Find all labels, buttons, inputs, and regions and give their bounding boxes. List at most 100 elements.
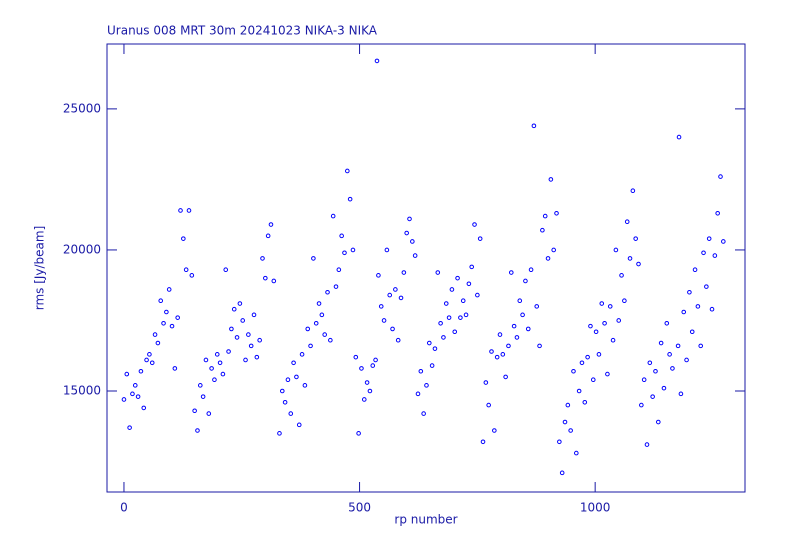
point <box>554 210 559 216</box>
point <box>373 357 378 363</box>
point <box>466 281 472 287</box>
point <box>378 304 384 309</box>
point <box>288 411 294 416</box>
point <box>353 354 359 360</box>
point <box>676 134 682 140</box>
point <box>689 329 695 335</box>
point <box>520 312 525 318</box>
point <box>610 337 616 343</box>
point <box>624 219 630 225</box>
point <box>313 320 319 326</box>
point <box>486 402 491 408</box>
point <box>483 380 489 385</box>
point <box>418 368 424 374</box>
point <box>446 315 452 320</box>
point <box>328 337 333 343</box>
y-tick-label: 25000 <box>63 101 101 115</box>
point <box>681 309 687 315</box>
point <box>551 247 556 253</box>
point <box>390 326 395 332</box>
point <box>571 368 576 374</box>
point <box>166 287 172 292</box>
point <box>195 428 200 433</box>
point <box>158 298 164 304</box>
point <box>164 309 169 315</box>
point <box>540 227 545 233</box>
point <box>223 267 229 272</box>
point <box>664 320 670 326</box>
point <box>265 233 271 239</box>
point <box>285 377 291 383</box>
point <box>246 332 251 337</box>
point <box>376 273 381 278</box>
plot-frame <box>106 43 746 493</box>
point <box>596 352 602 357</box>
point <box>706 236 712 241</box>
point <box>718 174 723 179</box>
x-tick-label: 0 <box>120 501 128 515</box>
point <box>130 391 135 397</box>
point <box>155 340 161 346</box>
point <box>492 428 497 433</box>
point <box>514 335 520 340</box>
point <box>432 346 438 351</box>
point <box>641 377 647 383</box>
point <box>639 402 644 408</box>
point <box>350 247 356 253</box>
point <box>214 352 220 357</box>
point <box>667 352 672 357</box>
point <box>359 366 364 371</box>
point <box>590 377 596 383</box>
point <box>579 360 585 366</box>
point <box>147 352 152 357</box>
point <box>189 273 195 278</box>
point <box>127 425 132 430</box>
point <box>695 304 701 309</box>
point <box>141 405 147 411</box>
point <box>497 332 503 337</box>
point <box>401 270 407 275</box>
point <box>557 439 562 445</box>
point <box>271 278 277 284</box>
point <box>404 230 409 236</box>
point <box>585 354 590 360</box>
point <box>449 287 455 292</box>
point <box>709 306 715 312</box>
point <box>715 210 720 216</box>
point <box>356 431 361 436</box>
point <box>480 439 486 445</box>
point <box>282 399 288 405</box>
point <box>254 354 260 360</box>
point <box>135 394 141 399</box>
point <box>124 371 130 377</box>
point <box>395 337 401 343</box>
point <box>593 329 599 335</box>
point <box>475 292 480 298</box>
point <box>701 250 706 256</box>
point <box>248 343 254 349</box>
point <box>370 363 376 368</box>
point <box>503 374 508 380</box>
point <box>500 352 506 357</box>
point <box>277 431 282 436</box>
point <box>398 295 404 301</box>
point <box>308 343 313 349</box>
point <box>477 236 483 241</box>
point <box>407 216 412 222</box>
point <box>531 123 537 129</box>
point <box>534 304 540 309</box>
point <box>183 267 189 272</box>
point <box>412 253 418 258</box>
point <box>562 419 568 425</box>
point <box>721 239 726 244</box>
point <box>508 270 514 275</box>
point <box>333 284 339 289</box>
point <box>203 357 209 363</box>
point <box>374 58 380 64</box>
point <box>364 380 370 385</box>
point <box>472 222 477 227</box>
point <box>226 349 231 354</box>
point <box>630 188 636 194</box>
point <box>294 374 299 380</box>
point <box>650 394 655 399</box>
